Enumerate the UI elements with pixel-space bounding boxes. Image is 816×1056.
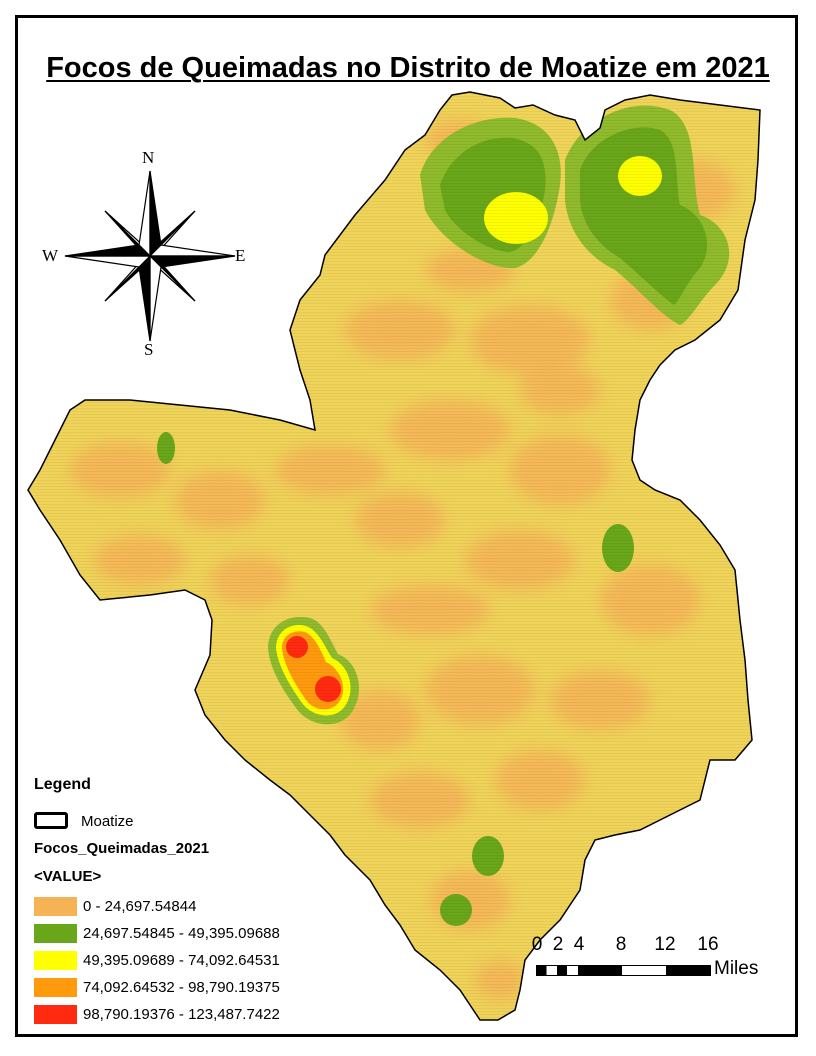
- class-label: 98,790.19376 - 123,487.7422: [83, 1006, 280, 1023]
- legend-layer-name: Focos_Queimadas_2021: [34, 840, 210, 857]
- compass-east-label: E: [235, 246, 246, 265]
- scale-bar: 0 2 4 8 12 16 Miles: [528, 934, 778, 984]
- scale-unit-label: Miles: [714, 958, 759, 979]
- scale-tick-label: 0: [531, 934, 543, 955]
- scale-tick-label: 2: [552, 934, 564, 955]
- compass-north-label: N: [142, 148, 155, 167]
- class-swatch: [34, 897, 77, 916]
- compass-south-label: S: [144, 340, 154, 359]
- legend-class-row: 24,697.54845 - 49,395.09688: [32, 923, 352, 945]
- compass-west-label: W: [42, 246, 59, 265]
- legend-class-row: 98,790.19376 - 123,487.7422: [32, 1004, 352, 1026]
- class-label: 74,092.64532 - 98,790.19375: [83, 979, 280, 996]
- compass-rose-icon: [64, 170, 236, 342]
- map-title: Focos de Queimadas no Distrito de Moatiz…: [46, 52, 770, 84]
- legend-title: Legend: [34, 776, 91, 793]
- boundary-label: Moatize: [81, 813, 134, 830]
- scale-tick-label: 8: [615, 934, 627, 955]
- scale-tick-label: 4: [573, 934, 585, 955]
- legend-class-row: 74,092.64532 - 98,790.19375: [32, 977, 352, 999]
- scale-tick-label: 12: [654, 934, 676, 955]
- scale-bar-graphic: [536, 965, 711, 976]
- class-swatch: [34, 1005, 77, 1024]
- legend-class-row: 0 - 24,697.54844: [32, 896, 352, 918]
- class-swatch: [34, 978, 77, 997]
- class-swatch: [34, 951, 77, 970]
- class-label: 0 - 24,697.54844: [83, 898, 197, 915]
- north-arrow: N S E W: [40, 148, 260, 363]
- scale-tick-label: 16: [697, 934, 719, 955]
- class-label: 24,697.54845 - 49,395.09688: [83, 925, 280, 942]
- class-swatch: [34, 924, 77, 943]
- boundary-swatch: [34, 812, 68, 829]
- class-label: 49,395.09689 - 74,092.64531: [83, 952, 280, 969]
- legend-class-row: 49,395.09689 - 74,092.64531: [32, 950, 352, 972]
- legend-field-name: <VALUE>: [34, 868, 102, 885]
